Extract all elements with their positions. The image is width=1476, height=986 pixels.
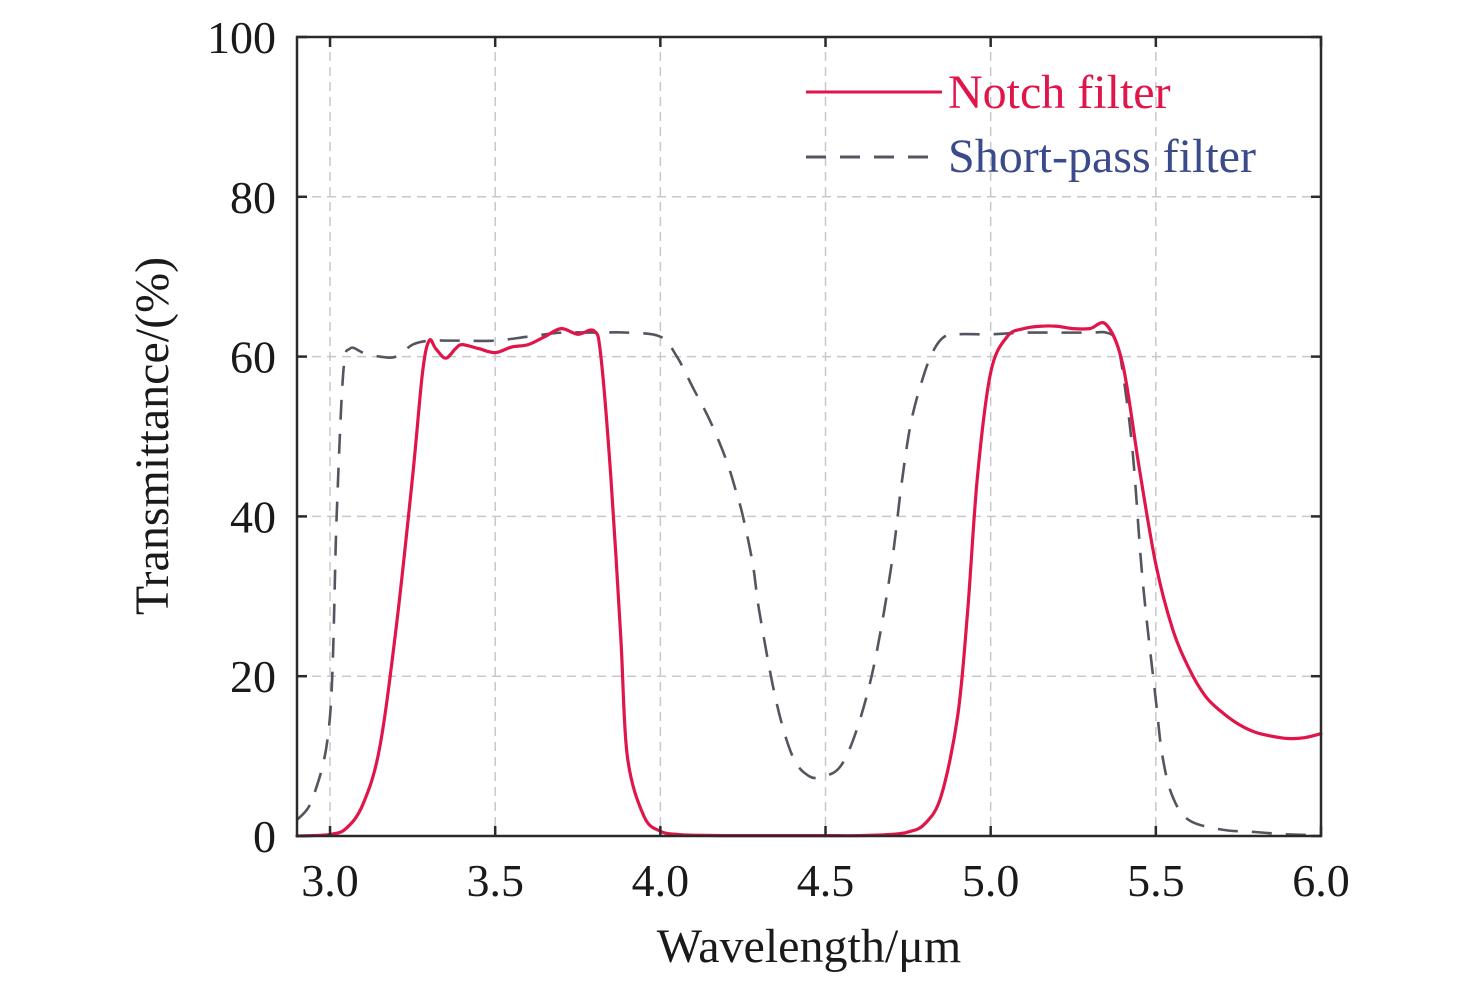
x-tick-label: 6.0 xyxy=(1292,855,1350,906)
y-tick-label: 80 xyxy=(230,172,276,223)
y-axis-title: Transmittance/(%) xyxy=(126,257,179,615)
ticks xyxy=(297,35,1323,838)
legend-label-notch-filter: Notch filter xyxy=(948,66,1171,119)
y-tick-label: 60 xyxy=(230,332,276,383)
x-tick-label: 5.5 xyxy=(1127,855,1185,906)
series-layer xyxy=(295,321,1323,838)
x-tick-label: 4.5 xyxy=(797,855,855,906)
series-line-notch-filter xyxy=(295,321,1323,838)
legend: Notch filter Short-pass filter xyxy=(806,66,1256,183)
y-tick-labels: 0 20 40 60 80 100 xyxy=(207,12,276,862)
x-axis-title: Wavelength/μm xyxy=(657,920,961,973)
x-tick-label: 3.5 xyxy=(466,855,524,906)
plot-frame xyxy=(295,35,1323,838)
series-line-short-pass-filter xyxy=(295,330,1322,837)
legend-label-short-pass-filter: Short-pass filter xyxy=(948,130,1256,183)
x-tick-label: 3.0 xyxy=(301,855,359,906)
x-tick-label: 5.0 xyxy=(962,855,1020,906)
y-tick-label: 40 xyxy=(230,491,276,542)
y-tick-label: 0 xyxy=(253,811,276,862)
y-tick-label: 20 xyxy=(230,651,276,702)
y-tick-label: 100 xyxy=(207,12,276,63)
x-tick-label: 4.0 xyxy=(632,855,690,906)
x-tick-labels: 3.0 3.5 4.0 4.5 5.0 5.5 6.0 xyxy=(301,855,1349,906)
